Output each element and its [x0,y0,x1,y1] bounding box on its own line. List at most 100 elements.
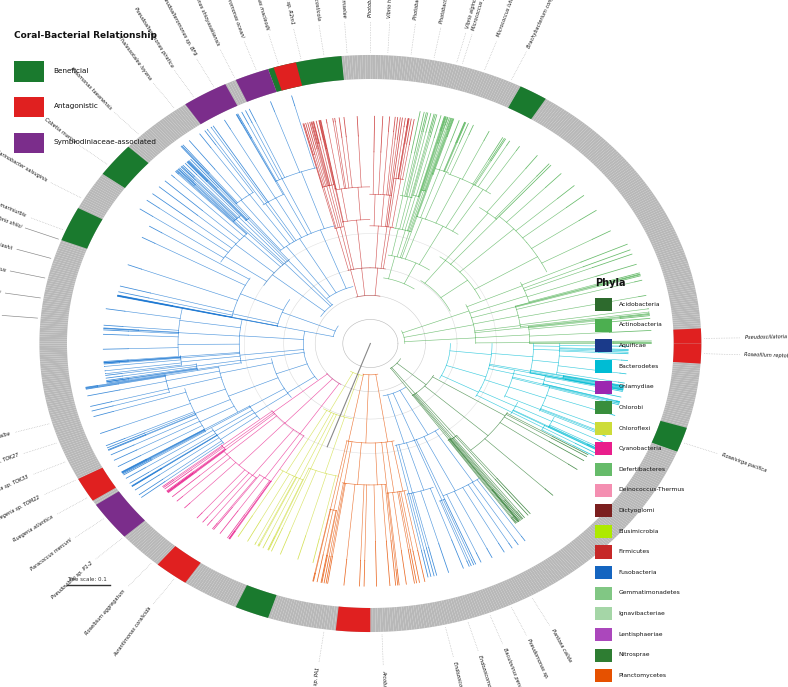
Polygon shape [382,608,386,632]
Polygon shape [296,62,304,86]
Polygon shape [415,58,422,82]
Polygon shape [500,82,514,105]
Polygon shape [667,395,695,402]
Polygon shape [311,59,318,83]
Polygon shape [318,605,325,629]
Polygon shape [146,130,166,149]
Polygon shape [95,181,120,196]
Polygon shape [674,352,701,354]
Text: Brachybacterium conglomeratum: Brachybacterium conglomeratum [526,0,567,49]
Polygon shape [441,600,450,624]
Polygon shape [562,548,582,567]
Polygon shape [497,583,511,605]
Polygon shape [248,589,261,613]
Polygon shape [668,391,696,398]
Polygon shape [406,57,412,81]
Polygon shape [113,159,136,177]
Polygon shape [178,559,196,580]
Polygon shape [211,89,226,112]
Polygon shape [69,452,95,464]
Polygon shape [653,239,680,250]
Polygon shape [560,549,579,569]
Polygon shape [109,506,132,522]
Polygon shape [448,65,458,89]
Polygon shape [634,201,659,214]
Polygon shape [475,73,487,96]
Polygon shape [669,292,697,298]
Polygon shape [119,515,141,532]
Polygon shape [53,417,80,426]
Polygon shape [365,55,368,79]
Polygon shape [373,55,376,79]
Polygon shape [43,296,71,302]
Polygon shape [101,497,125,513]
Text: Defertibacteres: Defertibacteres [619,466,666,472]
Polygon shape [336,56,342,80]
Polygon shape [215,87,231,110]
Polygon shape [389,56,394,80]
Polygon shape [225,83,239,106]
Polygon shape [276,67,286,90]
Polygon shape [582,532,603,551]
Polygon shape [437,601,445,625]
Polygon shape [206,573,222,595]
Polygon shape [54,259,80,268]
Polygon shape [291,600,299,624]
Polygon shape [666,401,693,409]
Polygon shape [132,141,154,159]
Polygon shape [451,598,460,622]
Polygon shape [657,427,684,437]
Polygon shape [40,321,68,325]
Polygon shape [673,362,701,366]
Polygon shape [85,194,110,209]
Polygon shape [547,109,565,130]
Polygon shape [670,383,697,389]
Polygon shape [453,66,463,89]
Text: Aurantimonas coralicida: Aurantimonas coralicida [113,606,152,658]
Polygon shape [102,172,126,188]
Polygon shape [623,183,647,199]
Polygon shape [590,525,611,543]
Polygon shape [67,227,93,238]
Polygon shape [55,254,82,264]
Polygon shape [656,246,682,256]
Polygon shape [339,607,344,631]
Polygon shape [91,485,116,500]
Polygon shape [625,187,650,202]
Polygon shape [39,333,67,335]
Polygon shape [168,114,186,135]
Polygon shape [527,569,543,591]
Polygon shape [121,517,143,534]
Polygon shape [567,124,587,144]
Polygon shape [541,561,559,582]
Polygon shape [165,115,184,136]
Polygon shape [623,488,647,504]
Polygon shape [217,578,232,600]
Polygon shape [95,491,120,506]
Polygon shape [645,454,671,466]
Polygon shape [71,218,97,231]
Polygon shape [326,57,333,81]
Polygon shape [619,494,643,510]
Polygon shape [615,172,638,188]
Polygon shape [124,149,146,167]
Text: Actinobacteria: Actinobacteria [619,322,663,328]
Polygon shape [88,191,113,205]
Polygon shape [59,433,86,443]
Polygon shape [311,604,318,628]
Polygon shape [545,107,563,128]
Polygon shape [104,170,128,186]
Polygon shape [601,514,624,531]
Polygon shape [606,161,629,178]
Polygon shape [49,405,76,413]
Polygon shape [324,58,330,82]
Polygon shape [650,231,676,243]
Polygon shape [510,577,526,600]
Polygon shape [362,55,366,79]
Polygon shape [163,550,183,570]
Text: Endozoicomonas mariniurbis: Endozoicomonas mariniurbis [0,185,27,218]
Polygon shape [368,55,370,79]
Polygon shape [541,105,559,126]
Polygon shape [298,602,307,626]
Bar [595,298,612,311]
